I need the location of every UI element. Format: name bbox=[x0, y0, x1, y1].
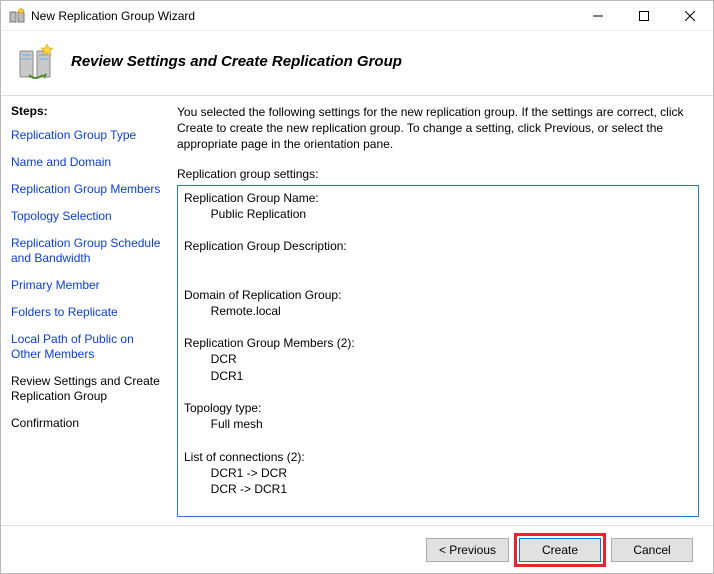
page-heading: Review Settings and Create Replication G… bbox=[71, 53, 402, 70]
step-item[interactable]: Primary Member bbox=[11, 278, 167, 293]
step-item: Confirmation bbox=[11, 416, 167, 431]
step-item: Review Settings and Create Replication G… bbox=[11, 374, 167, 404]
wizard-footer: < Previous Create Cancel bbox=[1, 525, 713, 573]
step-item[interactable]: Replication Group Members bbox=[11, 182, 167, 197]
intro-text: You selected the following settings for … bbox=[177, 104, 689, 153]
step-item[interactable]: Name and Domain bbox=[11, 155, 167, 170]
wizard-header: Review Settings and Create Replication G… bbox=[1, 31, 713, 96]
steps-label: Steps: bbox=[11, 104, 167, 118]
step-item[interactable]: Folders to Replicate bbox=[11, 305, 167, 320]
settings-textbox[interactable]: Replication Group Name: Public Replicati… bbox=[178, 186, 698, 516]
wizard-icon bbox=[17, 41, 57, 81]
content-pane: You selected the following settings for … bbox=[173, 96, 713, 525]
settings-label: Replication group settings: bbox=[177, 167, 699, 181]
create-button[interactable]: Create bbox=[519, 538, 601, 562]
wizard-window: New Replication Group Wizard bbox=[0, 0, 714, 574]
titlebar: New Replication Group Wizard bbox=[1, 1, 713, 31]
window-title: New Replication Group Wizard bbox=[31, 9, 195, 23]
wizard-body: Steps: Replication Group Type Name and Do… bbox=[1, 96, 713, 525]
cancel-button[interactable]: Cancel bbox=[611, 538, 693, 562]
maximize-button[interactable] bbox=[621, 1, 667, 31]
steps-sidebar: Steps: Replication Group Type Name and Do… bbox=[1, 96, 173, 525]
step-item[interactable]: Replication Group Schedule and Bandwidth bbox=[11, 236, 167, 266]
close-button[interactable] bbox=[667, 1, 713, 31]
app-icon bbox=[9, 8, 25, 24]
step-item[interactable]: Replication Group Type bbox=[11, 128, 167, 143]
previous-button[interactable]: < Previous bbox=[426, 538, 509, 562]
step-item[interactable]: Local Path of Public on Other Members bbox=[11, 332, 167, 362]
step-item[interactable]: Topology Selection bbox=[11, 209, 167, 224]
minimize-button[interactable] bbox=[575, 1, 621, 31]
settings-textbox-border: Replication Group Name: Public Replicati… bbox=[177, 185, 699, 517]
